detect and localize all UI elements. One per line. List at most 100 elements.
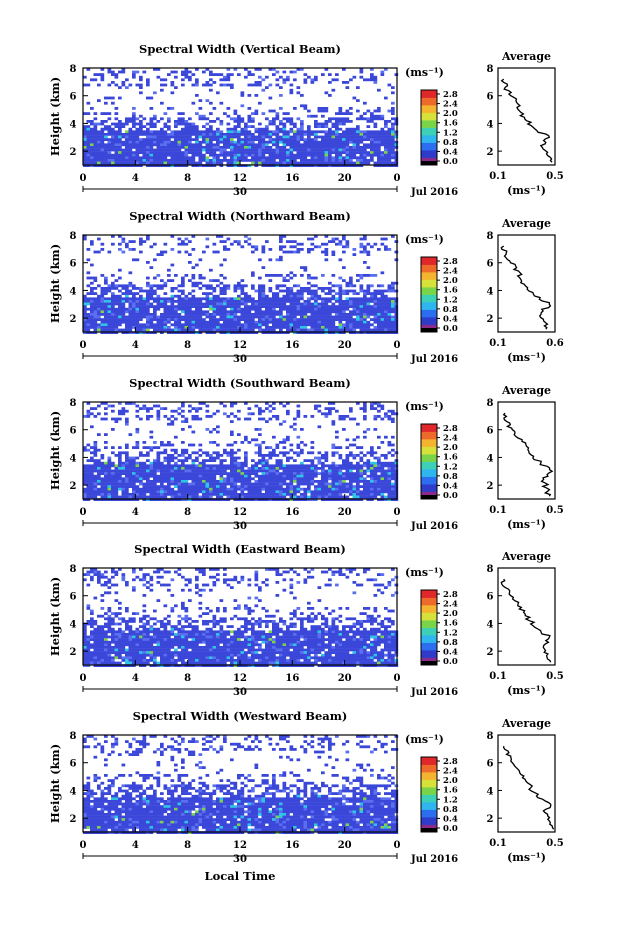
heatmap-cell bbox=[118, 71, 122, 74]
heatmap-cell bbox=[115, 454, 119, 457]
heatmap-cell bbox=[104, 146, 108, 149]
heatmap-cell bbox=[143, 130, 147, 133]
heatmap-cell bbox=[90, 464, 94, 467]
heatmap-cell bbox=[339, 485, 343, 488]
heatmap-cell bbox=[178, 313, 182, 316]
heatmap-cell bbox=[104, 151, 108, 154]
heatmap-cell bbox=[391, 449, 395, 452]
heatmap-cell bbox=[262, 321, 266, 324]
heatmap-cell bbox=[381, 454, 385, 457]
heatmap-cell bbox=[174, 151, 178, 154]
heatmap-cell bbox=[202, 305, 206, 308]
heatmap-cell bbox=[171, 318, 175, 321]
heatmap-cell bbox=[153, 318, 157, 321]
heatmap-cell bbox=[276, 84, 280, 87]
heatmap-cell bbox=[160, 475, 164, 478]
heatmap-cell bbox=[139, 326, 143, 329]
x-tick-label: 4 bbox=[132, 340, 139, 351]
heatmap-cell bbox=[290, 156, 294, 159]
heatmap-cell bbox=[283, 81, 287, 84]
heatmap-cell bbox=[181, 310, 185, 313]
heatmap-cell bbox=[220, 151, 224, 154]
colorbar-tick-label: 2.8 bbox=[443, 90, 458, 100]
heatmap-cell bbox=[360, 310, 364, 313]
heatmap-cell bbox=[318, 162, 322, 165]
heatmap-cell bbox=[199, 99, 203, 102]
heatmap-cell bbox=[115, 483, 119, 486]
heatmap-cell bbox=[244, 141, 248, 144]
heatmap-cell bbox=[164, 136, 168, 139]
heatmap-cell bbox=[339, 240, 343, 243]
heatmap-cell bbox=[314, 284, 318, 287]
heatmap-cell bbox=[374, 418, 378, 421]
heatmap-cell bbox=[185, 138, 189, 141]
heatmap-cell bbox=[101, 488, 105, 491]
heatmap-cell bbox=[251, 251, 255, 254]
heatmap-cell bbox=[283, 446, 287, 449]
heatmap-cell bbox=[367, 329, 371, 332]
heatmap-cell bbox=[353, 472, 357, 475]
heatmap-cell bbox=[132, 470, 136, 473]
heatmap-cell bbox=[136, 321, 140, 324]
heatmap-cell bbox=[160, 253, 164, 256]
heatmap-cell bbox=[213, 457, 217, 460]
heatmap-cell bbox=[118, 480, 122, 483]
heatmap-cell bbox=[272, 488, 276, 491]
heatmap-cell bbox=[360, 480, 364, 483]
heatmap-cell bbox=[209, 112, 213, 115]
heatmap-cell bbox=[311, 130, 315, 133]
heatmap-cell bbox=[104, 125, 108, 128]
heatmap-cell bbox=[108, 97, 112, 100]
heatmap-cell bbox=[286, 326, 290, 329]
heatmap-cell bbox=[307, 329, 311, 332]
heatmap-cell bbox=[185, 295, 189, 298]
heatmap-cell bbox=[188, 146, 192, 149]
heatmap-cell bbox=[370, 159, 374, 162]
heatmap-cell bbox=[307, 316, 311, 319]
heatmap-cell bbox=[136, 130, 140, 133]
heatmap-cell bbox=[87, 292, 91, 295]
heatmap-cell bbox=[153, 313, 157, 316]
heatmap-cell bbox=[377, 446, 381, 449]
heatmap-cell bbox=[346, 475, 350, 478]
heatmap-cell bbox=[279, 300, 283, 303]
heatmap-cell bbox=[90, 310, 94, 313]
heatmap-cell bbox=[335, 446, 339, 449]
heatmap-cell bbox=[143, 151, 147, 154]
heatmap-cell bbox=[318, 310, 322, 313]
heatmap-cell bbox=[290, 154, 294, 157]
heatmap-cell bbox=[234, 467, 238, 470]
heatmap-cell bbox=[381, 128, 385, 131]
heatmap-cell bbox=[388, 84, 392, 87]
heatmap-cell bbox=[97, 303, 101, 306]
heatmap-cell bbox=[346, 136, 350, 139]
heatmap-cell bbox=[325, 141, 329, 144]
heatmap-cell bbox=[265, 125, 269, 128]
heatmap-cell bbox=[101, 464, 105, 467]
heatmap-cell bbox=[111, 128, 115, 131]
heatmap-cell bbox=[94, 310, 98, 313]
heatmap-cell bbox=[328, 149, 332, 152]
heatmap-cell bbox=[391, 156, 395, 159]
heatmap-cell bbox=[136, 431, 140, 434]
heatmap-cell bbox=[160, 488, 164, 491]
heatmap-cell bbox=[363, 290, 367, 293]
heatmap-cell bbox=[321, 470, 325, 473]
heatmap-cell bbox=[374, 133, 378, 136]
heatmap-cell bbox=[297, 91, 301, 94]
heatmap-cell bbox=[388, 418, 392, 421]
heatmap-cell bbox=[293, 470, 297, 473]
heatmap-cell bbox=[346, 472, 350, 475]
heatmap-cell bbox=[367, 136, 371, 139]
heatmap-cell bbox=[192, 318, 196, 321]
heatmap-cell bbox=[136, 141, 140, 144]
heatmap-cell bbox=[283, 78, 287, 81]
heatmap-cell bbox=[146, 329, 150, 332]
heatmap-cell bbox=[251, 316, 255, 319]
heatmap-cell bbox=[104, 282, 108, 285]
heatmap-cell bbox=[94, 138, 98, 141]
heatmap-cell bbox=[251, 136, 255, 139]
heatmap-cell bbox=[251, 73, 255, 76]
heatmap-cell bbox=[321, 462, 325, 465]
heatmap-cell bbox=[171, 303, 175, 306]
